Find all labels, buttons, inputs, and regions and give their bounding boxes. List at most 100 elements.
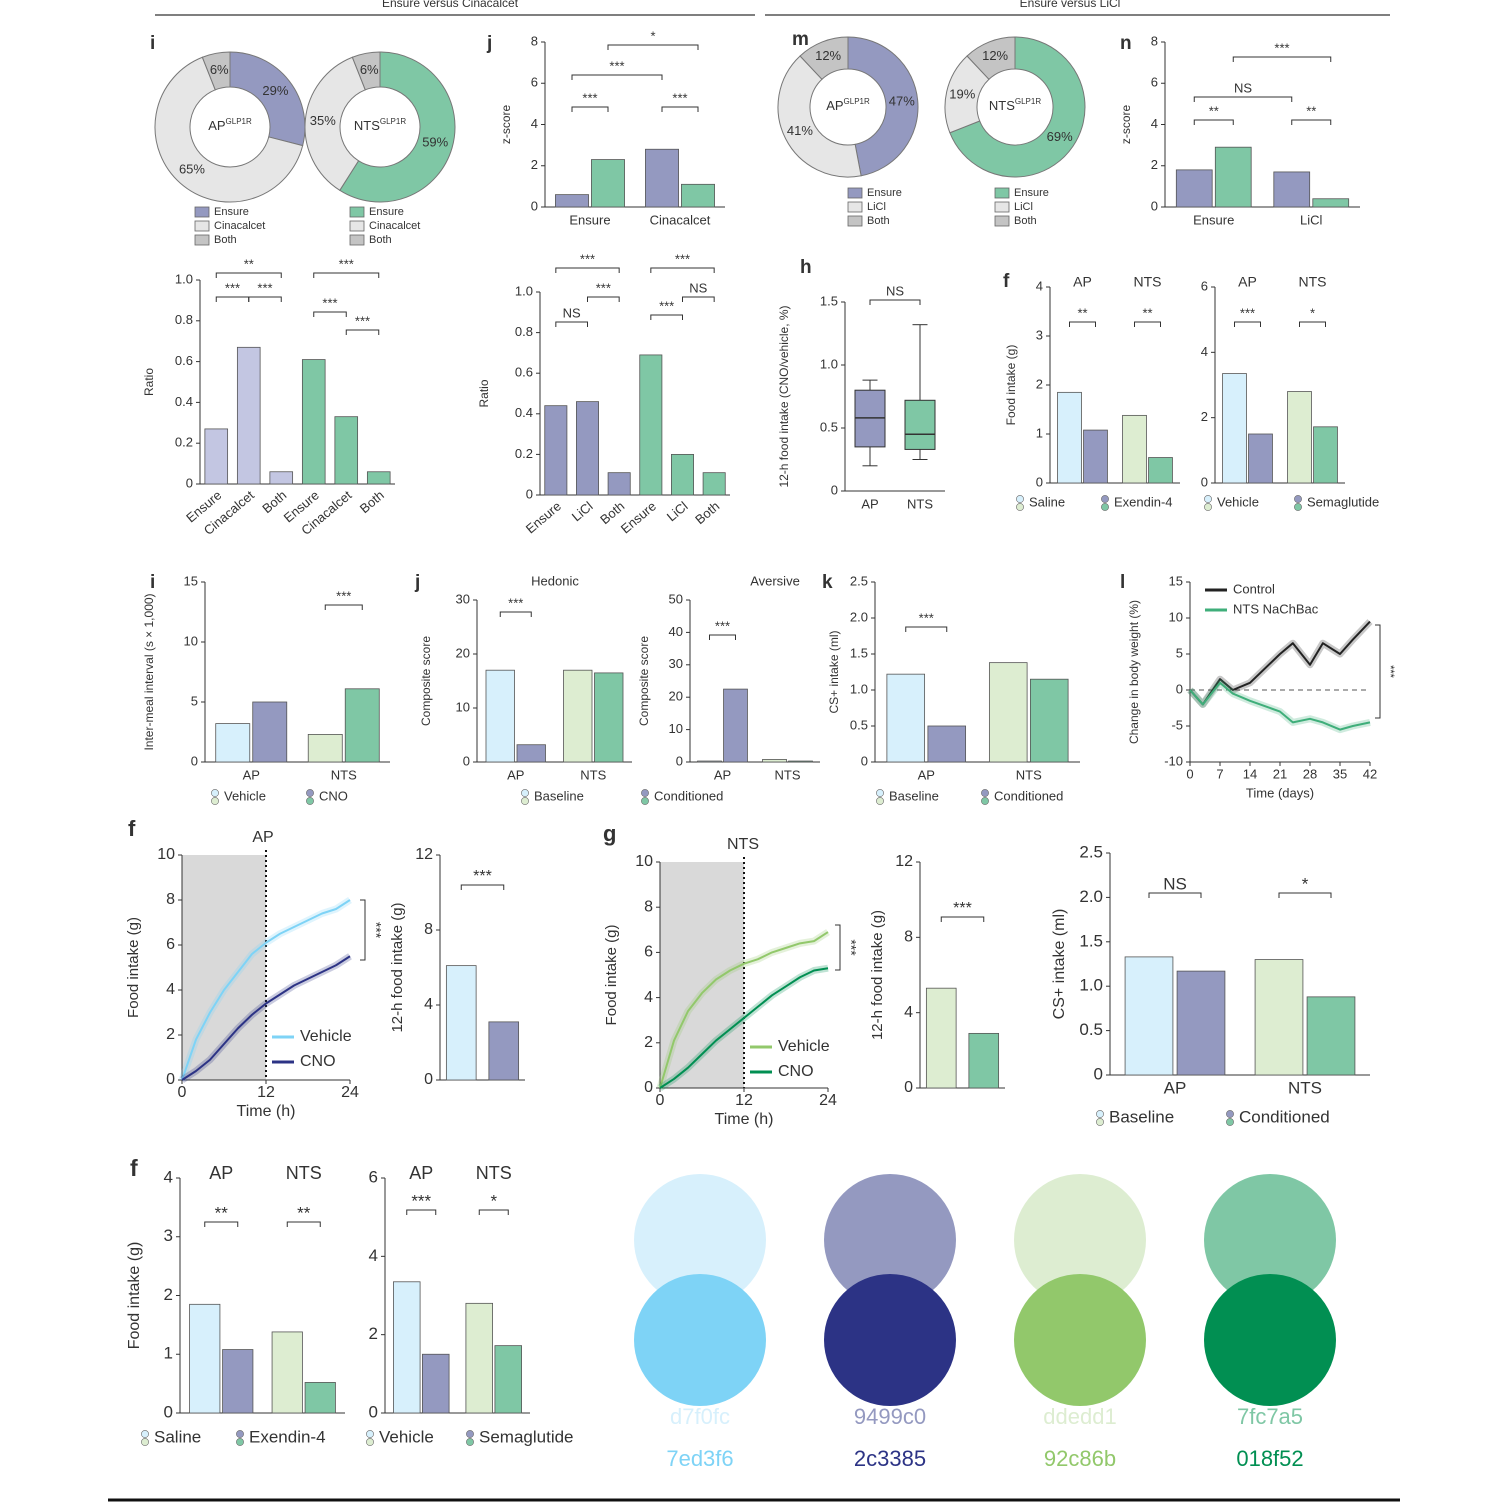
- significance-bracket: [661, 106, 699, 112]
- y-tick-label: 1.5: [850, 645, 868, 660]
- bar: [671, 453, 694, 496]
- color-swatch: [824, 1274, 956, 1406]
- significance-bracket: [478, 1209, 509, 1215]
- y-tick-label: 6: [1201, 278, 1208, 293]
- legend-label: Conditioned: [654, 788, 723, 803]
- chart-title: AP: [252, 829, 273, 846]
- significance-label: **: [1209, 103, 1219, 118]
- y-tick-label: 2.0: [1079, 887, 1103, 906]
- bar: [925, 987, 957, 1089]
- significance-label: ***: [843, 939, 859, 956]
- legend-label: Baseline: [1109, 1107, 1174, 1126]
- y-tick-label: 2.0: [850, 609, 868, 624]
- color-swatch: [1014, 1274, 1146, 1406]
- significance-bracket: [571, 74, 663, 80]
- group-label: AP: [409, 1163, 433, 1183]
- significance-bracket: [1375, 624, 1381, 719]
- significance-label: NS: [1234, 80, 1252, 95]
- center-label-main: AP: [826, 98, 843, 113]
- significance-label: *: [1302, 874, 1309, 893]
- color-swatch: [1014, 1174, 1146, 1306]
- y-axis-label: Food intake (g): [126, 1242, 143, 1350]
- legend-marker: [521, 789, 529, 797]
- y-tick-label: 10: [1169, 609, 1183, 624]
- donut-slice: [966, 36, 1016, 81]
- slice-label: 69%: [1047, 129, 1073, 144]
- legend-marker: [1096, 1118, 1104, 1126]
- bar: [1306, 996, 1356, 1076]
- line-series: [1189, 681, 1371, 731]
- legend-marker: [366, 1430, 374, 1438]
- center-label-sup: GLP1R: [380, 117, 406, 126]
- y-tick-label: 4: [424, 996, 433, 1013]
- significance-bracket: [682, 296, 715, 302]
- y-tick-label: 2: [166, 1026, 175, 1043]
- significance-label: **: [1142, 305, 1152, 320]
- y-tick-label: 10: [456, 699, 470, 714]
- significance-label: ***: [508, 595, 523, 610]
- bar: [344, 688, 380, 763]
- center-label: APGLP1R: [208, 117, 252, 133]
- group-label: NTS: [286, 1163, 322, 1183]
- significance-label: ***: [355, 313, 370, 328]
- legend-swatch: [194, 220, 210, 232]
- bar: [1214, 146, 1252, 208]
- bar: [788, 760, 813, 763]
- x-tick-label: AP: [714, 767, 731, 782]
- significance-label: ***: [411, 1191, 431, 1210]
- y-tick-label: 0: [1176, 681, 1183, 696]
- line-series: [659, 967, 829, 1089]
- bar: [366, 471, 391, 485]
- x-tick-label: 14: [1243, 766, 1257, 781]
- significance-label: *: [1310, 305, 1315, 320]
- legend-label: Cinacalcet: [369, 220, 420, 232]
- center-label-main: AP: [208, 118, 225, 133]
- donut-slice: [351, 51, 381, 91]
- panel-letter: j: [414, 572, 420, 593]
- panel-letter: m: [792, 29, 809, 50]
- y-tick-label: 6: [369, 1167, 378, 1186]
- center-label-sup: GLP1R: [1015, 97, 1041, 106]
- chart-title: Aversive: [750, 573, 800, 588]
- bar: [591, 159, 625, 208]
- significance-label: *: [490, 1191, 497, 1210]
- legend-marker: [981, 797, 989, 805]
- y-tick-label: 8: [904, 929, 913, 946]
- significance-label: ***: [672, 90, 687, 105]
- significance-label: ***: [919, 610, 934, 625]
- significance-label: ***: [659, 298, 674, 313]
- legend-marker: [306, 797, 314, 805]
- y-axis-label: Composite score: [419, 636, 433, 726]
- bar: [723, 688, 748, 763]
- significance-label: ***: [257, 280, 272, 295]
- significance-label: ***: [1274, 40, 1289, 55]
- y-axis-label: Ratio: [477, 379, 491, 407]
- significance-label: ***: [473, 868, 492, 885]
- y-tick-label: 0: [676, 753, 683, 768]
- significance-label: **: [1077, 305, 1087, 320]
- legend-marker: [1294, 495, 1302, 503]
- legend-label: Baseline: [889, 788, 939, 803]
- panel-letter: k: [822, 572, 833, 593]
- significance-label: **: [215, 1203, 229, 1222]
- y-tick-label: 6: [531, 75, 538, 90]
- bar: [1148, 457, 1173, 484]
- panel-letter: n: [1120, 33, 1132, 54]
- bar: [1254, 959, 1304, 1076]
- significance-bracket: [650, 267, 715, 273]
- center-label-main: NTS: [989, 98, 1015, 113]
- significance-label: ***: [336, 588, 351, 603]
- panel-letter: h: [800, 257, 812, 278]
- legend-label: Baseline: [534, 788, 584, 803]
- color-swatch: [634, 1274, 766, 1406]
- y-tick-label: 8: [531, 33, 538, 48]
- center-label-main: NTS: [354, 118, 380, 133]
- y-axis-label: 12-h food intake (CNO/vehicle, %): [777, 305, 791, 487]
- y-tick-label: 40: [669, 624, 683, 639]
- y-tick-label: 0: [191, 753, 198, 768]
- y-axis-label: Food intake (g): [1004, 345, 1018, 426]
- y-tick-label: 4: [644, 989, 653, 1006]
- legend-label: Conditioned: [1239, 1107, 1330, 1126]
- legend-label: LiCl: [1014, 201, 1033, 213]
- legend-label: LiCl: [867, 201, 886, 213]
